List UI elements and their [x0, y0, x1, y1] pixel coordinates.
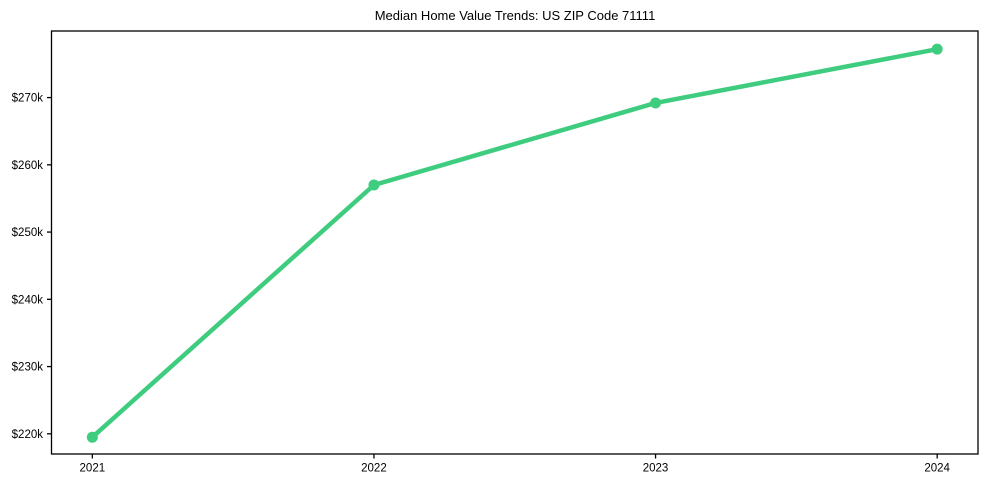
x-tick-label: 2021: [80, 463, 106, 475]
x-tick-label: 2022: [361, 463, 387, 475]
y-tick-label: $230k: [12, 362, 44, 374]
y-tick-label: $270k: [12, 93, 44, 105]
data-point: [650, 97, 662, 109]
y-tick-label: $250k: [12, 227, 44, 239]
y-tick-label: $260k: [12, 160, 44, 172]
x-tick-label: 2023: [643, 463, 669, 475]
data-point: [368, 179, 380, 191]
data-point: [86, 431, 98, 443]
plot-border: [50, 30, 979, 455]
chart-title: Median Home Value Trends: US ZIP Code 71…: [375, 8, 656, 23]
y-tick-label: $220k: [12, 429, 44, 441]
series-layer: [86, 43, 943, 443]
y-tick-label: $240k: [12, 294, 44, 306]
axes-layer: $220k $230k $240k $250k $260k $270k 2021 2022 20…: [12, 30, 979, 475]
data-point: [931, 43, 943, 55]
trend-line: [90, 46, 940, 440]
x-tick-label: 2024: [924, 463, 950, 475]
